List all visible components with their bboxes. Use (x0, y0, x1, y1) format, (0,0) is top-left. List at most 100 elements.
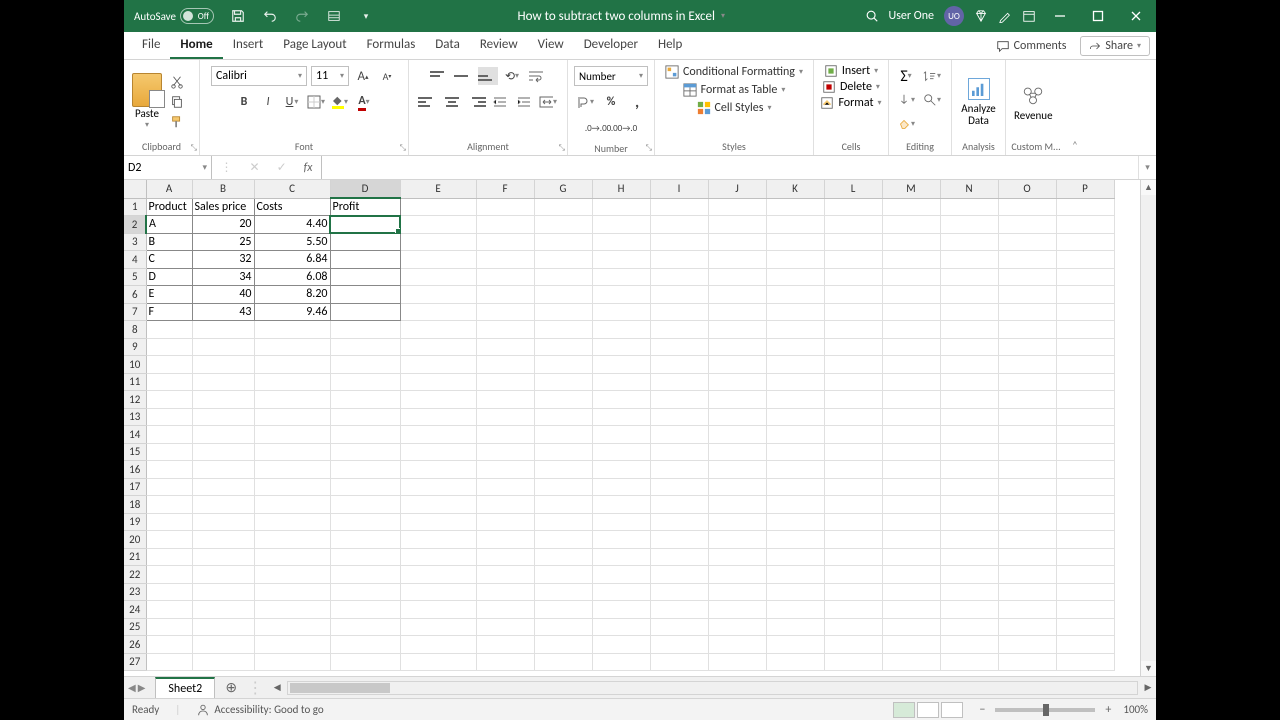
cell-O7[interactable] (998, 303, 1056, 321)
cell-D21[interactable] (330, 548, 400, 566)
cell-J21[interactable] (708, 548, 766, 566)
cell-B6[interactable]: 40 (192, 286, 254, 304)
cell-B3[interactable]: 25 (192, 233, 254, 251)
cell-J10[interactable] (708, 356, 766, 374)
cell-D16[interactable] (330, 461, 400, 479)
cell-A13[interactable] (146, 408, 192, 426)
cell-B14[interactable] (192, 426, 254, 444)
cell-H26[interactable] (592, 636, 650, 654)
cell-C26[interactable] (254, 636, 330, 654)
cell-H4[interactable] (592, 251, 650, 269)
font-name-dropdown[interactable]: Calibri▾ (211, 66, 307, 86)
cell-D19[interactable] (330, 513, 400, 531)
cell-J18[interactable] (708, 496, 766, 514)
cell-F3[interactable] (476, 233, 534, 251)
increase-indent-icon[interactable] (514, 92, 534, 112)
cell-C18[interactable] (254, 496, 330, 514)
cell-B11[interactable] (192, 373, 254, 391)
row-header-15[interactable]: 15 (124, 443, 146, 461)
decrease-font-icon[interactable]: A▾ (377, 66, 397, 86)
cell-G3[interactable] (534, 233, 592, 251)
share-button[interactable]: Share ▾ (1080, 36, 1150, 56)
cell-F16[interactable] (476, 461, 534, 479)
row-header-12[interactable]: 12 (124, 391, 146, 409)
cell-A6[interactable]: E (146, 286, 192, 304)
cell-J5[interactable] (708, 268, 766, 286)
diamond-icon[interactable] (974, 9, 988, 23)
row-header-3[interactable]: 3 (124, 233, 146, 251)
cell-L22[interactable] (824, 566, 882, 584)
cell-A12[interactable] (146, 391, 192, 409)
zoom-level[interactable]: 100% (1123, 703, 1148, 716)
cell-I2[interactable] (650, 216, 708, 234)
cell-K26[interactable] (766, 636, 824, 654)
cell-P1[interactable] (1056, 198, 1114, 216)
cell-O8[interactable] (998, 321, 1056, 339)
cell-N2[interactable] (940, 216, 998, 234)
cell-P17[interactable] (1056, 478, 1114, 496)
cell-F27[interactable] (476, 653, 534, 671)
cell-F4[interactable] (476, 251, 534, 269)
col-header-O[interactable]: O (998, 180, 1056, 198)
cell-B26[interactable] (192, 636, 254, 654)
cell-A20[interactable] (146, 531, 192, 549)
cell-O10[interactable] (998, 356, 1056, 374)
cell-I9[interactable] (650, 338, 708, 356)
row-header-11[interactable]: 11 (124, 373, 146, 391)
cell-G21[interactable] (534, 548, 592, 566)
cell-B15[interactable] (192, 443, 254, 461)
align-left-icon[interactable] (418, 93, 438, 111)
cell-P13[interactable] (1056, 408, 1114, 426)
cell-E15[interactable] (400, 443, 476, 461)
cell-A25[interactable] (146, 618, 192, 636)
cell-N21[interactable] (940, 548, 998, 566)
cell-P12[interactable] (1056, 391, 1114, 409)
cell-E3[interactable] (400, 233, 476, 251)
cell-J27[interactable] (708, 653, 766, 671)
cell-M15[interactable] (882, 443, 940, 461)
cell-N11[interactable] (940, 373, 998, 391)
cell-A5[interactable]: D (146, 268, 192, 286)
format-painter-icon[interactable] (168, 114, 186, 130)
cell-J25[interactable] (708, 618, 766, 636)
cell-K7[interactable] (766, 303, 824, 321)
cell-G6[interactable] (534, 286, 592, 304)
cell-H7[interactable] (592, 303, 650, 321)
increase-font-icon[interactable]: A▴ (353, 66, 373, 86)
font-color-button[interactable]: A▾ (354, 92, 374, 112)
accessibility-status[interactable]: Accessibility: Good to go (214, 703, 323, 716)
horizontal-scrollbar[interactable] (287, 681, 1138, 695)
cell-D3[interactable] (330, 233, 400, 251)
row-header-27[interactable]: 27 (124, 653, 146, 671)
clear-icon[interactable]: ▾ (895, 114, 917, 134)
cell-A21[interactable] (146, 548, 192, 566)
cell-N27[interactable] (940, 653, 998, 671)
cell-C20[interactable] (254, 531, 330, 549)
cell-F21[interactable] (476, 548, 534, 566)
zoom-out-button[interactable]: − (975, 703, 989, 717)
cell-L19[interactable] (824, 513, 882, 531)
cell-L12[interactable] (824, 391, 882, 409)
cell-G18[interactable] (534, 496, 592, 514)
cell-E6[interactable] (400, 286, 476, 304)
row-header-8[interactable]: 8 (124, 321, 146, 339)
cell-P8[interactable] (1056, 321, 1114, 339)
tab-home[interactable]: Home (170, 32, 222, 59)
cell-B22[interactable] (192, 566, 254, 584)
cell-O17[interactable] (998, 478, 1056, 496)
cell-styles-button[interactable]: Cell Styles▾ (695, 100, 774, 116)
cell-B7[interactable]: 43 (192, 303, 254, 321)
cell-G5[interactable] (534, 268, 592, 286)
format-as-table-button[interactable]: Format as Table▾ (681, 82, 788, 98)
row-header-9[interactable]: 9 (124, 338, 146, 356)
cell-D23[interactable] (330, 583, 400, 601)
cell-P20[interactable] (1056, 531, 1114, 549)
cell-J17[interactable] (708, 478, 766, 496)
cell-M4[interactable] (882, 251, 940, 269)
row-header-13[interactable]: 13 (124, 408, 146, 426)
cell-A15[interactable] (146, 443, 192, 461)
cell-P5[interactable] (1056, 268, 1114, 286)
cell-L5[interactable] (824, 268, 882, 286)
cell-G1[interactable] (534, 198, 592, 216)
cell-C9[interactable] (254, 338, 330, 356)
